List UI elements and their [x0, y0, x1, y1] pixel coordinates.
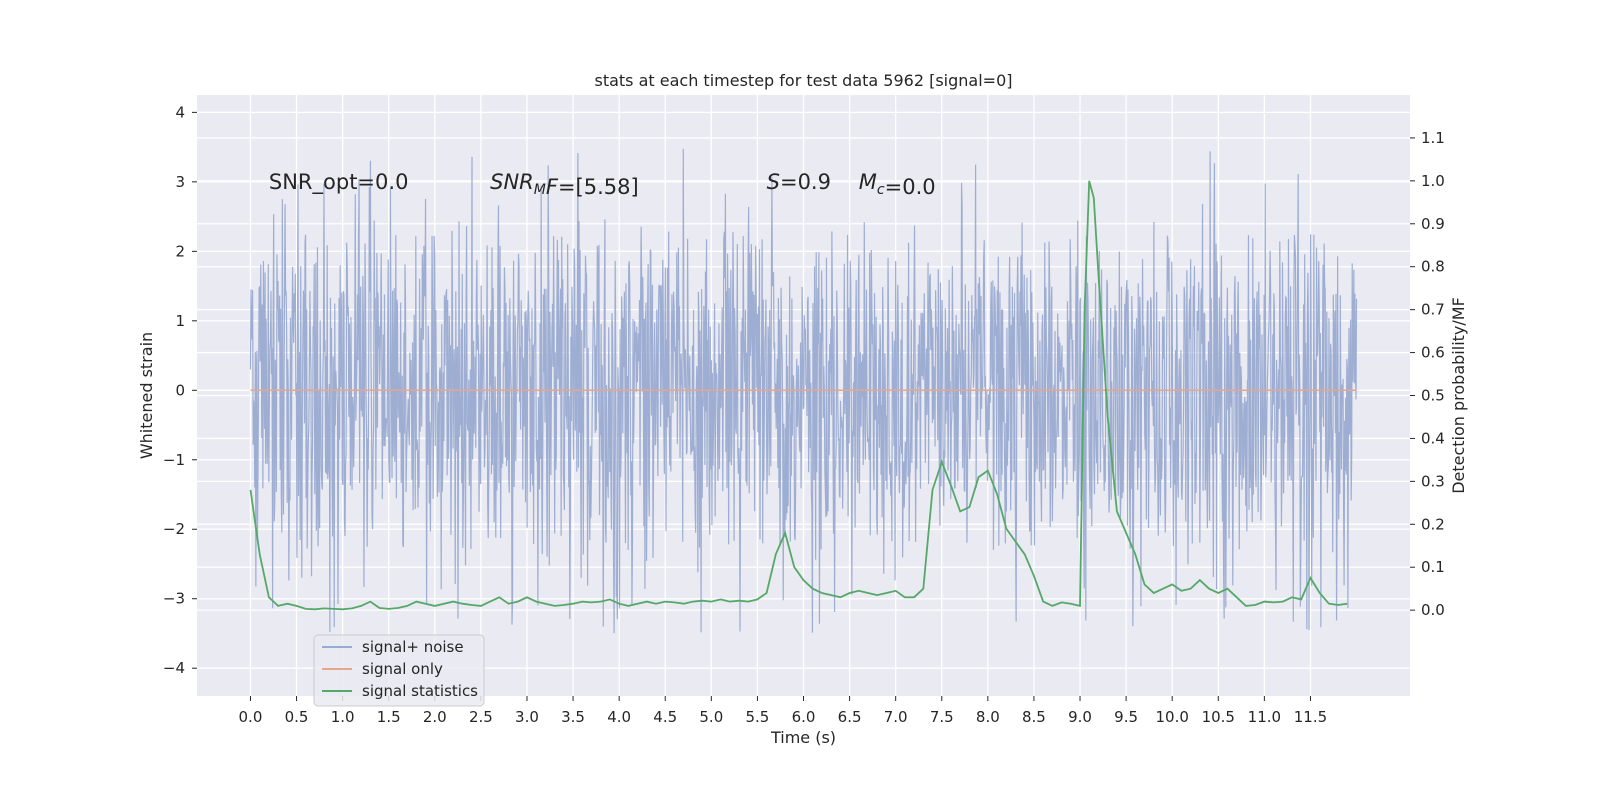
noise-trace	[249, 148, 1358, 634]
x-tick-label: 1.5	[377, 708, 401, 726]
annotation-mc: Mc=0.0	[859, 170, 936, 199]
x-tick-label: 5.0	[699, 708, 723, 726]
y-left-tick-label: −3	[163, 590, 185, 608]
x-tick-label: 1.0	[331, 708, 355, 726]
x-tick-label: 8.5	[1022, 708, 1046, 726]
x-tick-label: 6.5	[838, 708, 862, 726]
x-axis-label: Time (s)	[770, 728, 836, 747]
x-tick-label: 6.0	[792, 708, 816, 726]
x-tick-label: 3.5	[561, 708, 585, 726]
legend-label: signal only	[362, 660, 443, 678]
legend-label: signal+ noise	[362, 638, 464, 656]
x-tick-label: 10.5	[1202, 708, 1235, 726]
annotation-subscript: M	[534, 182, 546, 198]
x-tick-label: 4.0	[607, 708, 631, 726]
y-left-tick-label: 4	[175, 103, 185, 121]
chart-title: stats at each timestep for test data 596…	[594, 71, 1012, 90]
y-left-tick-label: −4	[163, 659, 185, 677]
y-axis-left-label: Whitened strain	[137, 332, 156, 459]
x-tick-label: 5.5	[745, 708, 769, 726]
y-left-tick-label: 1	[175, 312, 185, 330]
x-tick-label: 9.0	[1068, 708, 1092, 726]
y-left-tick-label: 3	[175, 173, 185, 191]
x-tick-label: 7.5	[930, 708, 954, 726]
annotation-value: =0.9	[780, 170, 831, 194]
y-right-tick-label: 0.4	[1421, 429, 1445, 447]
y-axis-left-ticks: −4 −3 −2 −1 0 1 2 3 4	[163, 103, 197, 677]
y-left-tick-label: −1	[163, 451, 185, 469]
y-axis-right-label: Detection probability/MF	[1449, 297, 1468, 494]
annotation-s-stat: S=0.9	[767, 170, 831, 194]
annotations: SNR_opt=0.0 SNRMF=[5.58] S=0.9 Mc=0.0	[269, 170, 936, 199]
x-tick-label: 7.0	[884, 708, 908, 726]
legend: signal+ noise signal only signal statistic…	[313, 634, 485, 707]
x-tick-label: 11.5	[1294, 708, 1327, 726]
y-right-tick-label: 0.8	[1421, 258, 1445, 276]
annotation-value: =0.0	[885, 175, 936, 199]
annotation-symbol: F	[546, 175, 559, 199]
x-tick-label: 0.5	[285, 708, 309, 726]
annotation-value: =[5.58]	[558, 175, 639, 199]
x-tick-label: 11.0	[1248, 708, 1281, 726]
x-tick-label: 10.0	[1155, 708, 1188, 726]
y-right-tick-label: 0.1	[1421, 558, 1445, 576]
y-right-tick-label: 0.3	[1421, 472, 1445, 490]
y-right-tick-label: 1.0	[1421, 172, 1445, 190]
x-tick-label: 0.0	[239, 708, 263, 726]
x-tick-label: 4.5	[653, 708, 677, 726]
y-axis-right-ticks: 0.0 0.1 0.2 0.3 0.4 0.5 0.6 0.7 0.8 0.9 1.0 1.1	[1410, 129, 1445, 619]
y-left-tick-label: 2	[175, 242, 185, 260]
y-right-tick-label: 0.7	[1421, 301, 1445, 319]
x-tick-label: 8.0	[976, 708, 1000, 726]
annotation-symbol: M	[859, 170, 877, 194]
annotation-symbol: SNR	[490, 170, 534, 194]
annotation-subscript: c	[877, 182, 885, 198]
x-tick-label: 3.0	[515, 708, 539, 726]
x-tick-label: 2.5	[469, 708, 493, 726]
annotation-symbol: S	[767, 170, 780, 194]
legend-box	[313, 634, 485, 707]
x-tick-label: 2.0	[423, 708, 447, 726]
y-right-tick-label: 0.6	[1421, 344, 1445, 362]
x-axis-ticks: 0.0 0.5 1.0 1.5 2.0 2.5 3.0 3.5 4.0 4.5 5.0 5.5 6.0 6…	[239, 696, 1327, 726]
x-tick-label: 9.5	[1114, 708, 1138, 726]
y-right-tick-label: 0.0	[1421, 601, 1445, 619]
series-signal-statistics	[249, 180, 1348, 611]
y-right-tick-label: 1.1	[1421, 129, 1445, 147]
y-right-tick-label: 0.9	[1421, 215, 1445, 233]
legend-label: signal statistics	[362, 682, 478, 700]
annotation-snr-opt: SNR_opt=0.0	[269, 170, 409, 195]
series-signal-noise	[249, 148, 1358, 634]
annotation-snr-mf: SNRMF=[5.58]	[490, 170, 639, 199]
y-left-tick-label: 0	[175, 381, 185, 399]
y-right-tick-label: 0.2	[1421, 515, 1445, 533]
y-right-tick-label: 0.5	[1421, 387, 1445, 405]
y-left-tick-label: −2	[163, 520, 185, 538]
